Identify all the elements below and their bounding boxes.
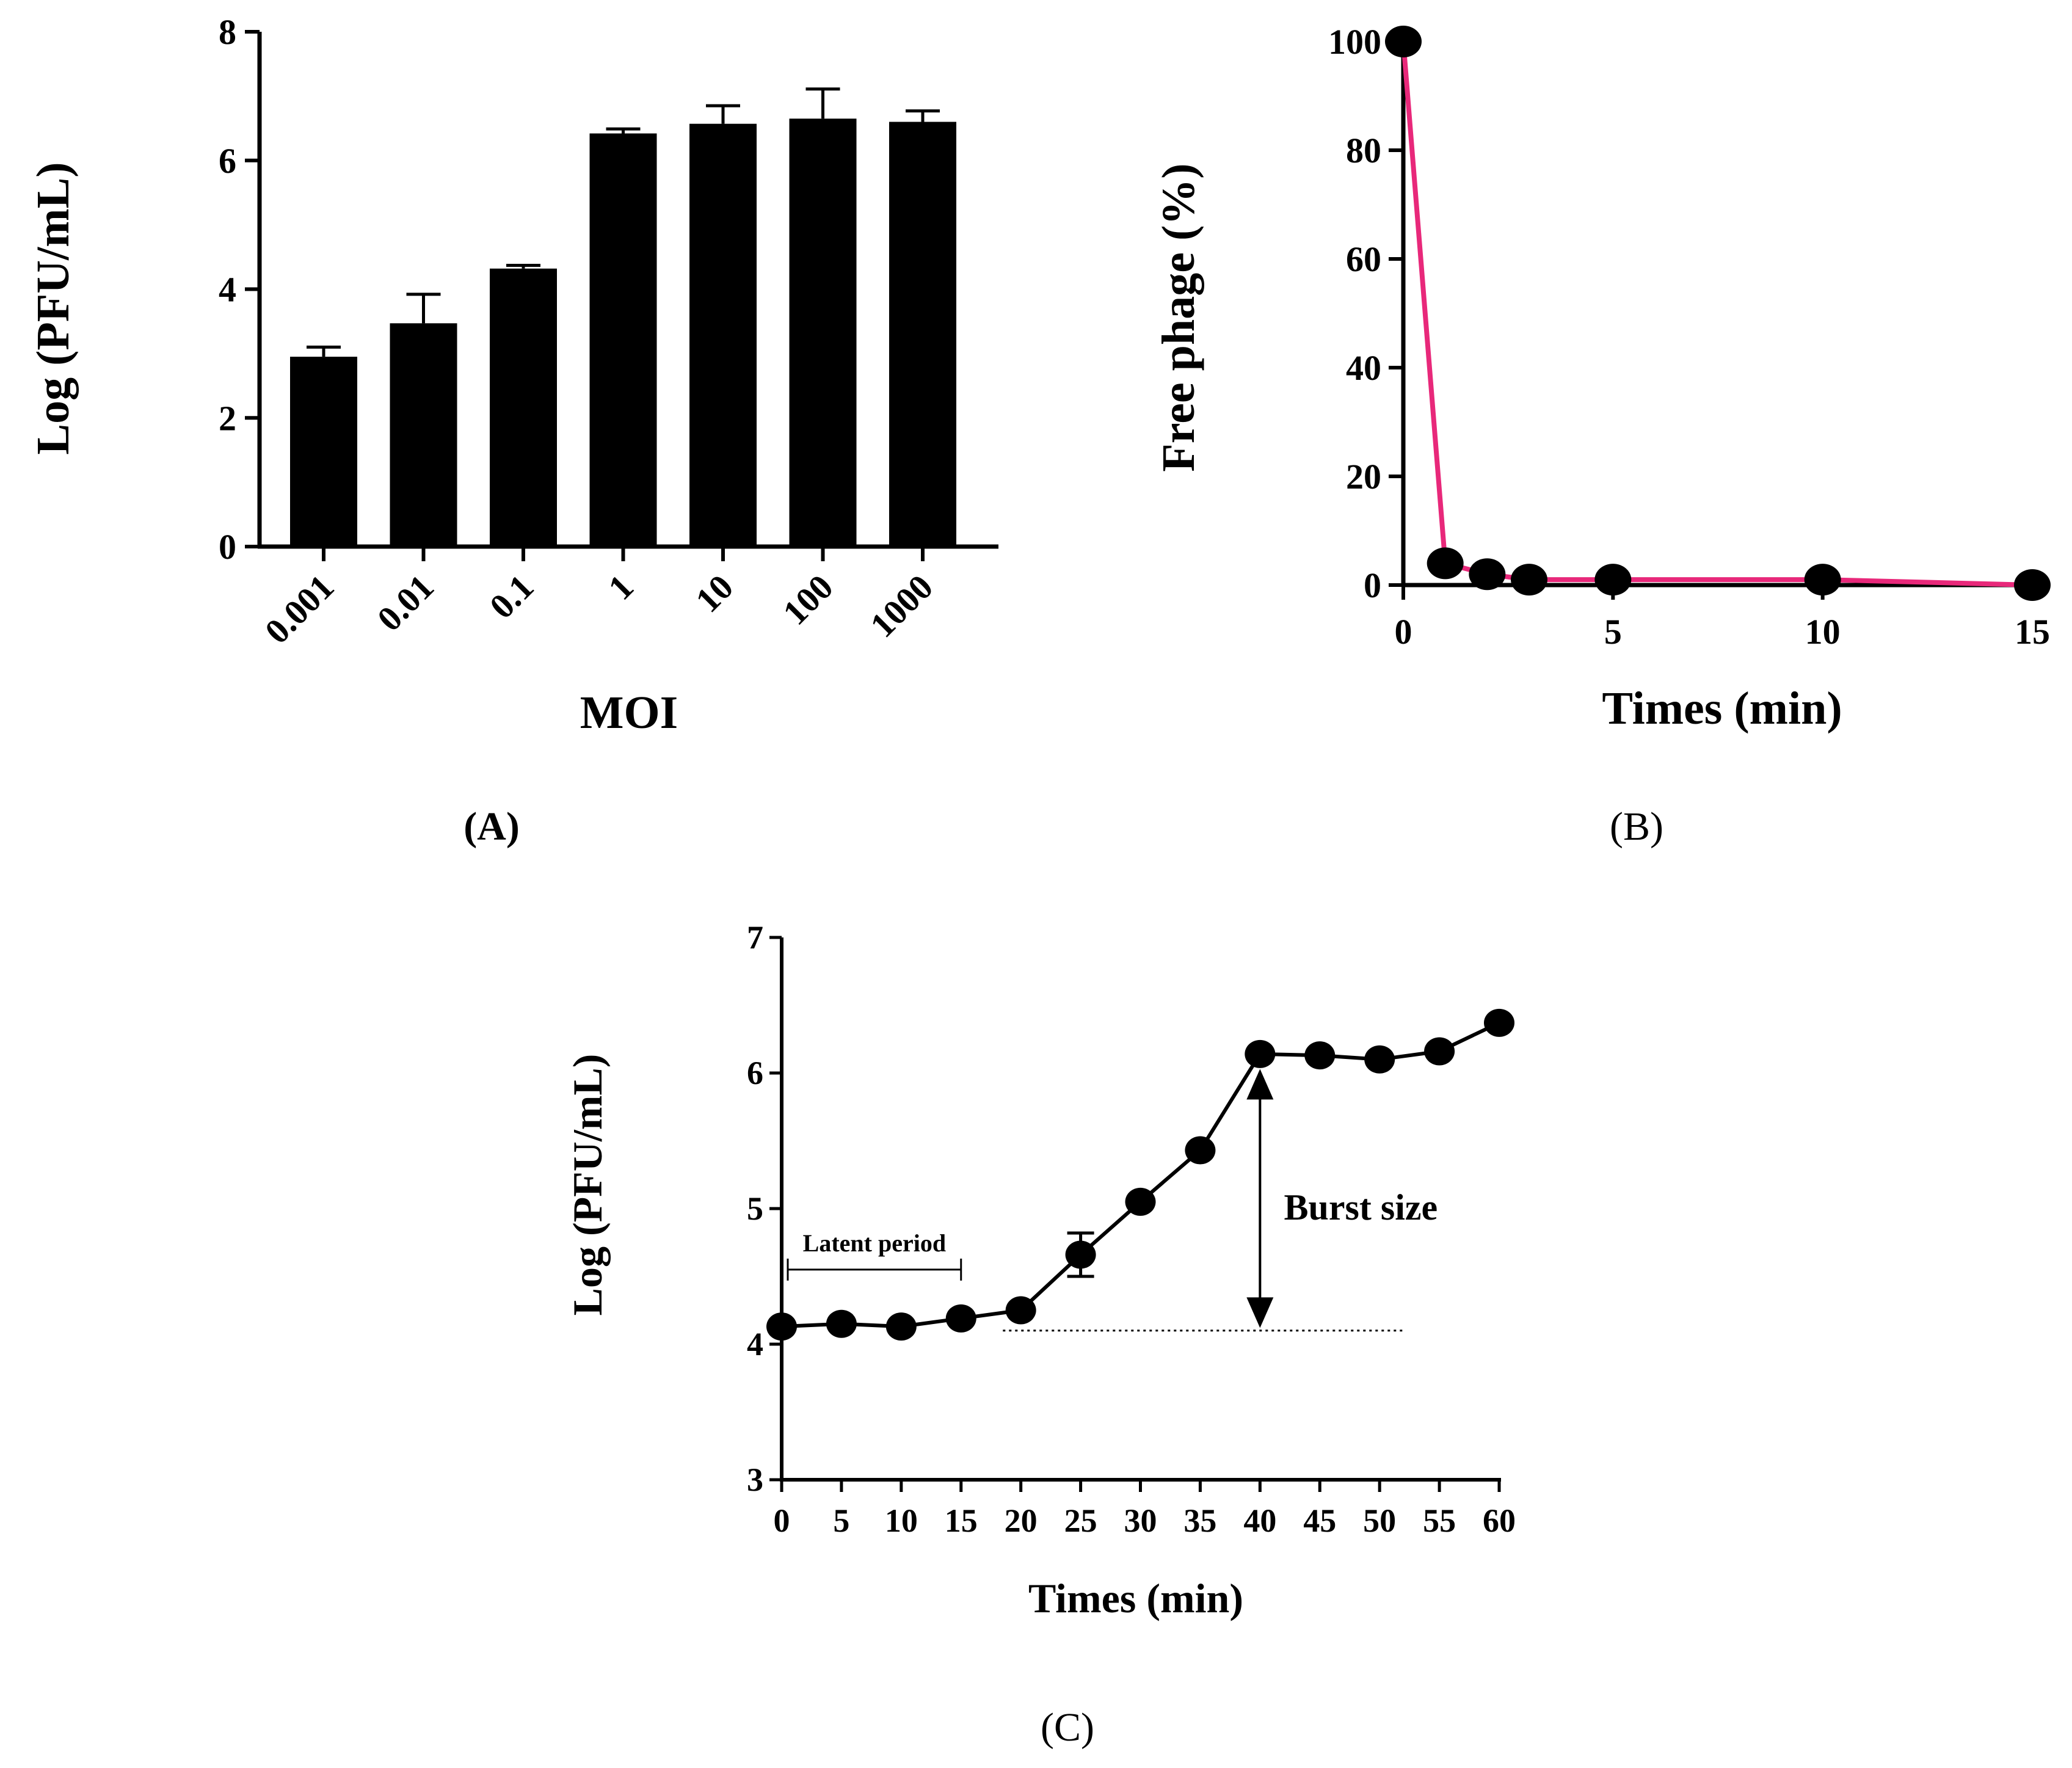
panel-b-x-tick-label: 15	[2015, 612, 2050, 652]
panel-c-x-tick-label: 15	[945, 1502, 978, 1539]
panel-c-burst-label: Burst size	[1284, 1187, 1438, 1228]
panel-a-x-tick-label: 0.1	[482, 567, 541, 626]
panel-c-x-tick-label: 30	[1124, 1502, 1157, 1539]
panel-a-x-tick-label: 0.01	[369, 567, 442, 639]
panel-c-x-tick-label: 25	[1064, 1502, 1097, 1539]
panel-c-xlabel: Times (min)	[1028, 1575, 1243, 1621]
panel-c-point	[1304, 1041, 1336, 1070]
panel-a-bar	[889, 122, 956, 547]
panel-a-y-tick-label: 0	[219, 527, 236, 567]
panel-b-y-tick-label: 0	[1364, 566, 1381, 605]
panel-b-point	[1385, 26, 1422, 57]
panel-a-bar	[689, 123, 757, 547]
panel-label-a: (A)	[463, 804, 520, 849]
panel-c-x-tick-label: 0	[774, 1502, 790, 1539]
panel-label-c: (C)	[1041, 1705, 1094, 1750]
panel-c-latent-label: Latent period	[803, 1229, 946, 1257]
panel-c-x-tick-label: 20	[1005, 1502, 1038, 1539]
panel-c-point	[1245, 1039, 1276, 1068]
panel-b-point	[1804, 564, 1841, 596]
panel-a-bar	[490, 268, 557, 547]
panel-c-point	[1005, 1296, 1036, 1325]
panel-b-x-tick-label: 5	[1604, 612, 1622, 652]
panel-a-xlabel: MOI	[580, 687, 678, 738]
panel-c-y-tick-label: 5	[747, 1190, 763, 1227]
panel-b-y-tick-label: 100	[1328, 22, 1381, 62]
panel-c-x-tick-label: 55	[1423, 1502, 1456, 1539]
panel-c-point	[1424, 1037, 1455, 1066]
panel-b-y-tick-label: 80	[1346, 131, 1381, 170]
panel-c-x-tick-label: 50	[1363, 1502, 1396, 1539]
panel-c-point	[945, 1304, 976, 1333]
panel-a-bar	[290, 357, 357, 547]
panel-b-point	[1511, 564, 1547, 596]
panel-c-point	[1065, 1240, 1096, 1269]
panel-a-ylabel: Log (PFU/mL)	[27, 162, 79, 454]
panel-c-x-tick-label: 35	[1183, 1502, 1216, 1539]
panel-a-bar-chart: 0 2 4 6 8 0.001 0.01 0.1 1 10 100 1000	[219, 12, 998, 651]
panel-b-x-tick-label: 0	[1395, 612, 1412, 652]
panel-a-y-tick-label: 8	[219, 12, 236, 52]
panel-b-point	[2014, 569, 2051, 601]
panel-c-ylabel: Log (PFU/mL)	[564, 1054, 611, 1316]
panel-a-x-tick-label: 100	[775, 567, 840, 632]
panel-b-series-line	[1401, 41, 2033, 588]
panel-b-point	[1469, 558, 1506, 591]
panel-c-series-line	[781, 1021, 1500, 1329]
panel-a-y-tick-label: 6	[219, 141, 236, 181]
panel-c-point	[1364, 1045, 1395, 1074]
panel-a-bar	[390, 323, 457, 547]
panel-label-b: (B)	[1610, 804, 1663, 849]
panel-c-burst-arrow-head-top	[1246, 1069, 1274, 1100]
panel-b-line-chart: 0 20 40 60 80 100 0 5 10 15	[1328, 22, 2051, 652]
panel-b-y-tick-label: 40	[1346, 348, 1381, 388]
panel-c-point	[766, 1312, 797, 1341]
panel-c-y-tick-label: 6	[747, 1055, 763, 1091]
panel-b-y-tick-label: 60	[1346, 239, 1381, 279]
panel-c-x-tick-label: 10	[885, 1502, 918, 1539]
panel-c-x-tick-label: 45	[1303, 1502, 1336, 1539]
panel-c-point	[1484, 1008, 1514, 1037]
panel-b-point	[1594, 564, 1632, 596]
panel-a-bar	[589, 133, 657, 547]
panel-c-x-tick-label: 60	[1483, 1502, 1516, 1539]
panel-c-y-tick-label: 4	[747, 1326, 763, 1362]
panel-c-point	[885, 1312, 917, 1341]
panel-b-point	[1427, 547, 1464, 580]
panel-c-x-tick-label: 5	[833, 1502, 849, 1539]
panel-b-xlabel: Times (min)	[1602, 683, 1842, 734]
panel-c-point	[826, 1309, 857, 1338]
panel-a-x-tick-label: 1	[600, 567, 641, 607]
panel-a-y-tick-label: 4	[219, 270, 236, 310]
panel-b-ylabel: Free phage (%)	[1153, 163, 1204, 471]
panel-c-point	[1185, 1136, 1216, 1165]
panel-b-x-tick-label: 10	[1805, 612, 1841, 652]
panel-c-y-tick-label: 7	[747, 919, 763, 956]
panel-b-y-tick-label: 20	[1346, 457, 1381, 497]
panel-a-y-tick-label: 2	[219, 398, 236, 438]
panel-c-y-tick-label: 3	[747, 1461, 763, 1498]
panel-a-bar	[789, 118, 857, 547]
panel-a-x-tick-label: 1000	[862, 567, 940, 645]
panel-a-x-tick-label: 0.001	[257, 567, 341, 651]
panel-c-point	[1125, 1187, 1156, 1216]
panel-a-x-tick-label: 10	[688, 567, 741, 620]
panel-c-x-tick-label: 40	[1243, 1502, 1276, 1539]
panel-c-burst-arrow-head-bottom	[1246, 1297, 1274, 1328]
